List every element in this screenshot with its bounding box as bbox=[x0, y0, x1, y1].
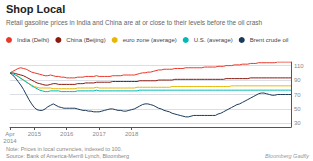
svg-text:Note: Prices in local currenci: Note: Prices in local currencies, indexe… bbox=[6, 146, 123, 152]
svg-text:110: 110 bbox=[294, 63, 304, 69]
svg-text:90: 90 bbox=[294, 77, 301, 83]
svg-text:Source: Bank of America-Merril: Source: Bank of America-Merrill Lynch, B… bbox=[6, 153, 129, 159]
svg-text:30: 30 bbox=[294, 120, 301, 126]
svg-text:2017: 2017 bbox=[92, 131, 106, 137]
svg-text:Shop Local: Shop Local bbox=[6, 3, 65, 15]
svg-text:China (Beijing): China (Beijing) bbox=[66, 37, 105, 43]
svg-text:Brent crude oil: Brent crude oil bbox=[250, 37, 289, 43]
svg-text:50: 50 bbox=[294, 106, 301, 112]
svg-text:Apr: Apr bbox=[5, 131, 14, 137]
svg-text:2014: 2014 bbox=[3, 138, 17, 144]
svg-text:2016: 2016 bbox=[60, 131, 74, 137]
svg-text:euro zone (average): euro zone (average) bbox=[123, 37, 177, 43]
svg-text:India (Delhi): India (Delhi) bbox=[17, 37, 49, 43]
svg-text:2018: 2018 bbox=[125, 131, 139, 137]
svg-text:70: 70 bbox=[294, 92, 301, 98]
svg-text:Bloomberg Gadfly: Bloomberg Gadfly bbox=[265, 153, 310, 159]
svg-text:U.S. (average): U.S. (average) bbox=[194, 37, 233, 43]
svg-text:2015: 2015 bbox=[28, 131, 42, 137]
svg-text:Retail gasoline prices in Indi: Retail gasoline prices in India and Chin… bbox=[6, 19, 263, 27]
